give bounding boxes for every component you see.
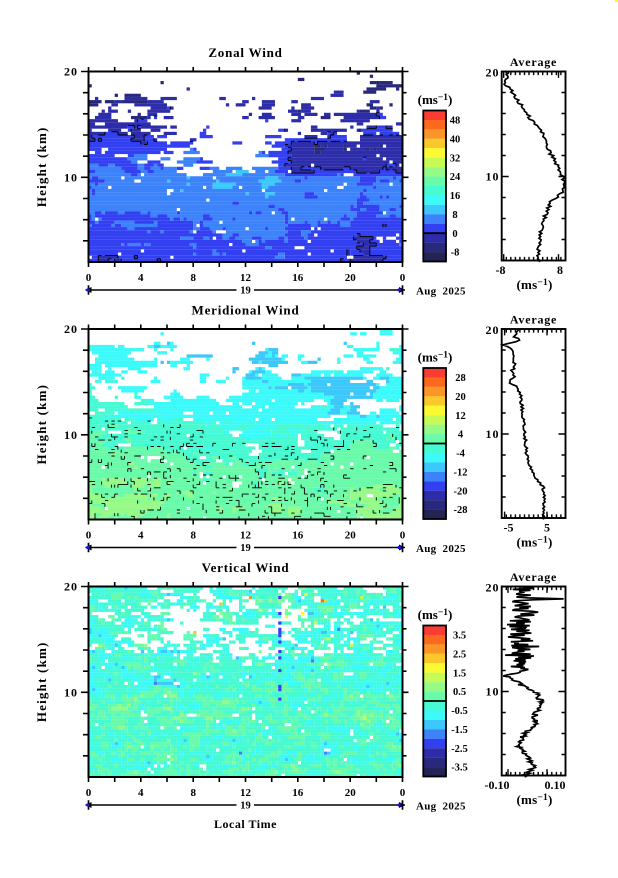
svg-text:3.5: 3.5	[453, 631, 466, 642]
svg-text:0.10: 0.10	[545, 778, 566, 792]
svg-text:8: 8	[452, 210, 457, 221]
svg-text:(ms−1): (ms−1)	[418, 607, 453, 622]
svg-text:Average: Average	[510, 55, 557, 69]
svg-text:Meridional Wind: Meridional Wind	[192, 303, 300, 318]
svg-text:Aug 2025: Aug 2025	[416, 286, 466, 298]
svg-text:12: 12	[455, 411, 466, 422]
svg-text:20: 20	[486, 66, 500, 80]
svg-text:4: 4	[138, 530, 144, 542]
svg-text:-3.5: -3.5	[451, 763, 468, 774]
svg-text:28: 28	[455, 373, 466, 384]
svg-text:20: 20	[64, 580, 78, 594]
svg-text:-2.5: -2.5	[451, 744, 468, 755]
svg-text:(ms−1): (ms−1)	[517, 277, 553, 292]
svg-text:24: 24	[450, 172, 461, 183]
svg-text:10: 10	[486, 427, 500, 441]
svg-text:16: 16	[292, 272, 304, 284]
svg-text:10: 10	[64, 685, 78, 699]
svg-text:Vertical Wind: Vertical Wind	[202, 560, 290, 575]
svg-text:4: 4	[138, 787, 144, 799]
svg-text:-0.10: -0.10	[485, 778, 510, 792]
svg-text:10: 10	[486, 685, 500, 699]
svg-text:32: 32	[450, 153, 461, 164]
svg-text:12: 12	[240, 272, 252, 284]
svg-text:0: 0	[400, 272, 406, 284]
svg-text:12: 12	[240, 787, 252, 799]
svg-text:0: 0	[86, 272, 92, 284]
svg-text:40: 40	[450, 134, 461, 145]
svg-text:20: 20	[455, 392, 466, 403]
svg-text:20: 20	[345, 530, 357, 542]
svg-text:-0.5: -0.5	[451, 706, 468, 717]
svg-text:10: 10	[64, 428, 78, 442]
svg-text:(ms−1): (ms−1)	[418, 92, 453, 107]
svg-text:19: 19	[240, 801, 251, 812]
svg-text:(ms−1): (ms−1)	[517, 792, 553, 807]
svg-text:0: 0	[86, 787, 92, 799]
svg-text:16: 16	[450, 191, 461, 202]
svg-text:8: 8	[190, 272, 196, 284]
svg-text:16: 16	[292, 787, 304, 799]
svg-text:-12: -12	[454, 467, 468, 478]
svg-text:20: 20	[486, 581, 500, 595]
svg-text:20: 20	[486, 323, 500, 337]
svg-text:16: 16	[292, 530, 304, 542]
svg-text:-8: -8	[496, 263, 506, 277]
svg-text:Height (km): Height (km)	[34, 641, 49, 722]
svg-text:Aug 2025: Aug 2025	[416, 543, 466, 555]
svg-text:Zonal Wind: Zonal Wind	[208, 45, 282, 60]
svg-text:20: 20	[345, 272, 357, 284]
svg-text:10: 10	[486, 170, 500, 184]
svg-text:4: 4	[138, 272, 144, 284]
svg-text:-1.5: -1.5	[451, 725, 468, 736]
svg-text:0: 0	[86, 530, 92, 542]
svg-text:19: 19	[240, 543, 251, 554]
svg-text:10: 10	[64, 170, 78, 184]
svg-text:20: 20	[64, 65, 78, 79]
svg-text:20: 20	[64, 322, 78, 336]
svg-text:Height (km): Height (km)	[34, 384, 49, 465]
svg-text:20: 20	[345, 787, 357, 799]
svg-text:0.5: 0.5	[453, 687, 466, 698]
svg-text:-8: -8	[451, 248, 460, 259]
svg-text:4: 4	[458, 430, 464, 441]
svg-text:Local Time: Local Time	[214, 817, 277, 831]
svg-text:Height (km): Height (km)	[34, 126, 49, 207]
svg-text:Average: Average	[510, 313, 557, 327]
svg-text:(ms−1): (ms−1)	[418, 350, 453, 365]
svg-text:Average: Average	[510, 570, 557, 584]
svg-text:2.5: 2.5	[453, 649, 466, 660]
svg-text:8: 8	[557, 263, 563, 277]
svg-text:0: 0	[452, 229, 457, 240]
svg-text:0: 0	[400, 530, 406, 542]
svg-text:8: 8	[190, 787, 196, 799]
svg-text:-28: -28	[454, 505, 468, 516]
svg-text:48: 48	[450, 116, 461, 127]
svg-text:-4: -4	[456, 449, 465, 460]
svg-text:0: 0	[400, 787, 406, 799]
svg-text:Aug 2025: Aug 2025	[416, 801, 466, 813]
svg-text:8: 8	[190, 530, 196, 542]
svg-text:1.5: 1.5	[453, 668, 466, 679]
svg-text:19: 19	[240, 286, 251, 297]
svg-text:(ms−1): (ms−1)	[517, 535, 553, 550]
svg-text:12: 12	[240, 530, 252, 542]
svg-text:5: 5	[544, 521, 550, 535]
svg-text:-5: -5	[504, 521, 514, 535]
svg-text:-20: -20	[454, 486, 468, 497]
